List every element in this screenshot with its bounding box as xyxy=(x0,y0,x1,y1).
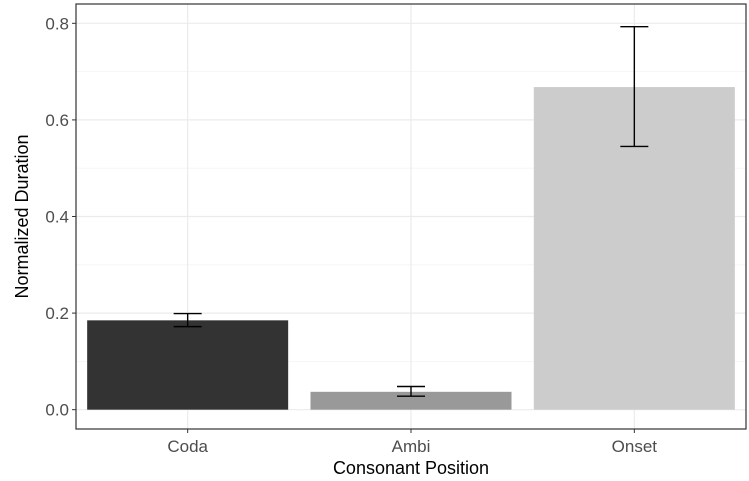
y-tick-label: 0.4 xyxy=(45,208,69,227)
x-axis-title: Consonant Position xyxy=(333,458,489,478)
y-tick-label: 0.6 xyxy=(45,111,69,130)
bar-ambi xyxy=(310,391,512,410)
bars xyxy=(87,87,735,410)
error-bar-onset xyxy=(620,25,649,148)
x-tick-label-onset: Onset xyxy=(612,437,658,456)
x-tick-label-coda: Coda xyxy=(167,437,208,456)
error-bar-coda xyxy=(173,312,202,328)
x-tick-label-ambi: Ambi xyxy=(392,437,431,456)
y-axis: 0.0 0.2 0.4 0.6 0.8 xyxy=(45,14,76,420)
bar-coda xyxy=(87,320,289,410)
y-tick-label: 0.8 xyxy=(45,14,69,33)
y-axis-title: Normalized Duration xyxy=(12,134,32,298)
y-tick-label: 0.2 xyxy=(45,304,69,323)
y-tick-label: 0.0 xyxy=(45,401,69,420)
error-bars xyxy=(173,25,649,397)
x-axis: Coda Ambi Onset xyxy=(167,429,657,456)
error-bar-ambi xyxy=(397,385,425,397)
